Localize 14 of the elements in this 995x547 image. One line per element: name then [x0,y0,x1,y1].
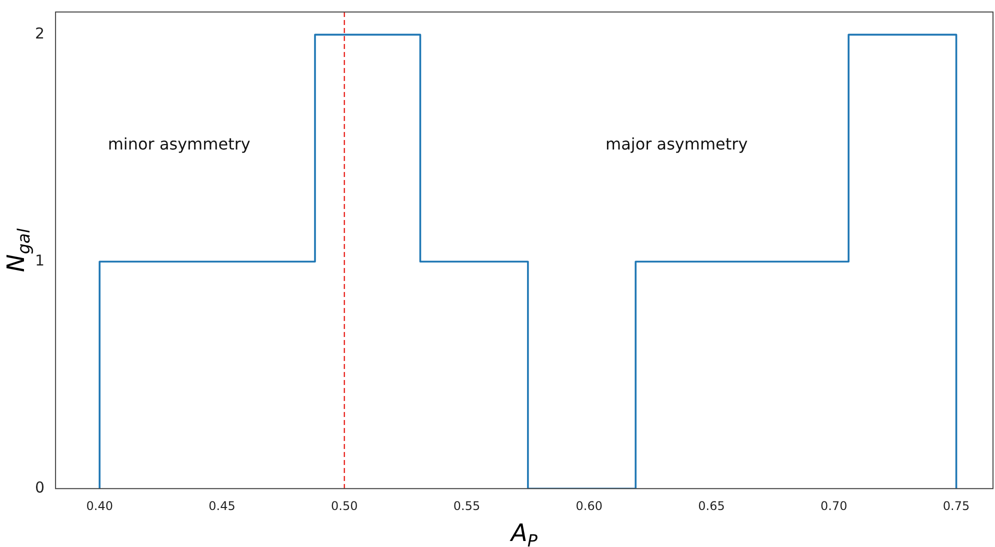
x-tick-label: 0.45 [208,498,236,513]
x-tick-label: 0.75 [942,498,970,513]
x-tick-label: 0.70 [820,498,848,513]
y-tick-label: 1 [34,252,45,270]
x-tick-label: 0.40 [86,498,113,513]
annotation: major asymmetry [605,134,748,154]
x-tick-label: 0.50 [331,498,358,513]
annotation: minor asymmetry [108,134,250,154]
x-tick-label: 0.60 [576,498,602,513]
y-tick-label: 0 [34,478,45,496]
y-axis-title: Ngal [2,228,34,272]
x-tick-label: 0.65 [698,498,725,513]
y-tick-label: 2 [34,24,45,43]
x-tick-label: 0.55 [453,498,480,513]
